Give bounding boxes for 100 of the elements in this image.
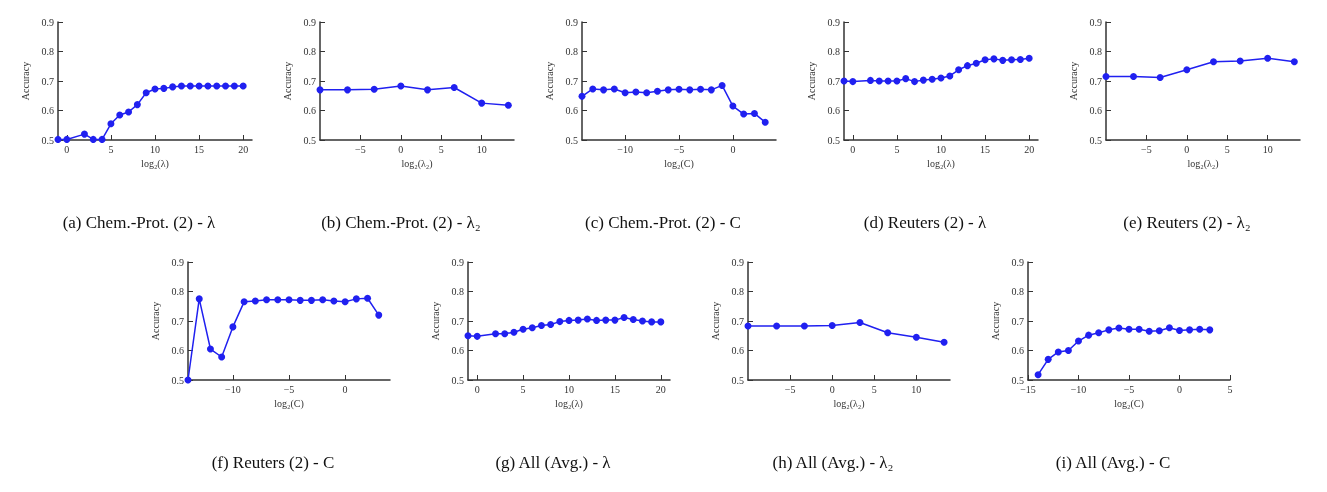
point (1236, 57, 1244, 65)
point (610, 85, 618, 93)
point (1085, 331, 1093, 339)
point (528, 324, 536, 332)
y-tick-label: 0.9 (565, 16, 578, 28)
x-tick-label: −5 (283, 383, 295, 395)
point (1064, 347, 1072, 354)
point (537, 321, 545, 329)
point (643, 89, 651, 97)
point (686, 86, 694, 94)
point (657, 318, 665, 326)
text: (b) Chem.-Prot. (2) - λ₂ (321, 213, 481, 232)
x-tick-label: 0 (64, 143, 70, 155)
point (761, 118, 769, 126)
point (450, 83, 458, 91)
point (1105, 326, 1113, 334)
x-tick-label: 20 (655, 383, 666, 395)
point (169, 83, 177, 91)
x-axis-title: log₂(λ) (555, 398, 583, 411)
point (504, 101, 512, 109)
point (849, 78, 857, 86)
point (1075, 337, 1082, 345)
text: (f) Reuters (2) - C (211, 453, 335, 472)
y-tick-label: 0.6 (827, 105, 840, 116)
x-tick-label: −10 (225, 383, 241, 395)
point (718, 81, 726, 89)
y-axis-title: Accuracy (429, 301, 441, 341)
x-axis-title: log₂(λ₂) (401, 158, 433, 171)
point (1183, 66, 1191, 74)
y-tick-label: 0.8 (1089, 46, 1102, 57)
x-tick-label: 15 (194, 143, 205, 155)
y-tick-label: 0.7 (303, 75, 316, 87)
y-tick-label: 0.5 (1011, 374, 1024, 386)
point (370, 85, 378, 93)
x-tick-label: −10 (1070, 383, 1087, 395)
point (510, 328, 518, 336)
point (675, 85, 683, 93)
y-tick-label: 0.9 (827, 16, 840, 28)
point (583, 315, 591, 323)
x-tick-label: 5 (108, 143, 114, 155)
y-tick-label: 0.5 (41, 134, 54, 146)
point (750, 109, 758, 117)
y-tick-label: 0.8 (303, 46, 316, 57)
point (195, 295, 203, 303)
y-tick-label: 0.6 (303, 105, 316, 116)
point (263, 296, 271, 304)
point (213, 82, 221, 90)
point (307, 296, 315, 304)
x-tick-label: 0 (398, 143, 404, 155)
y-axis-title: Accuracy (805, 61, 817, 101)
point (222, 82, 230, 90)
x-tick-label: 0 (474, 383, 480, 395)
text: (a) Chem.-Prot. (2) - λ (62, 213, 217, 232)
y-tick-label: 0.7 (565, 75, 578, 87)
x-tick-label: −5 (1141, 143, 1152, 155)
point (999, 56, 1007, 64)
point (600, 86, 608, 94)
y-tick-label: 0.8 (41, 46, 54, 57)
x-tick-label: 10 (911, 383, 922, 395)
point (946, 72, 954, 80)
x-axis-title: log₂(C) (664, 158, 694, 171)
point (424, 86, 432, 94)
point (89, 135, 97, 143)
point (578, 92, 586, 100)
y-tick-label: 0.8 (171, 286, 184, 297)
point (240, 298, 248, 306)
x-axis-title: log₂(λ) (927, 158, 955, 171)
point (1135, 325, 1143, 333)
y-tick-label: 0.7 (1011, 315, 1024, 327)
point (638, 317, 646, 325)
point (107, 120, 115, 128)
x-axis-title: log₂(C) (1114, 398, 1144, 411)
y-axis-title: Accuracy (989, 301, 1001, 341)
x-axis-title: log₂(C) (274, 398, 304, 411)
y-axis-title: Accuracy (709, 301, 721, 341)
point (274, 296, 282, 304)
point (142, 89, 150, 97)
point (611, 316, 619, 324)
point (125, 108, 133, 116)
x-tick-label: 5 (438, 143, 444, 155)
x-axis-title: log₂(λ₂) (1187, 158, 1219, 171)
point (981, 56, 989, 64)
x-tick-label: −10 (617, 143, 633, 155)
y-axis-title: Accuracy (19, 61, 31, 101)
point (177, 82, 185, 90)
x-tick-label: −15 (1020, 383, 1036, 395)
x-tick-label: 10 (150, 143, 160, 155)
point (990, 55, 998, 63)
y-tick-label: 0.9 (303, 16, 316, 28)
point (902, 75, 910, 83)
point (478, 99, 486, 107)
y-tick-label: 0.5 (827, 134, 840, 146)
y-axis-title: Accuracy (1067, 61, 1079, 101)
x-axis-title: log₂(λ₂) (833, 398, 865, 411)
point (473, 332, 481, 340)
point (547, 321, 555, 329)
y-tick-label: 0.9 (41, 16, 54, 28)
x-tick-label: 15 (980, 143, 991, 155)
point (63, 135, 71, 143)
y-tick-label: 0.5 (451, 374, 464, 386)
